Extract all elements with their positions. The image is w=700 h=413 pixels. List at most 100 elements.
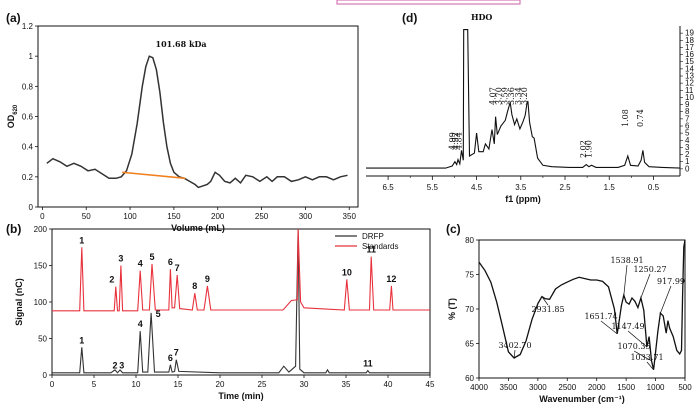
panel-b-xtick-label: 0 [50, 380, 55, 389]
panel-d-peak-label: 3.34 [514, 87, 523, 105]
panel-c-annotation-arrow [660, 285, 672, 314]
panel-b-drfp-peak-label: 4 [138, 319, 143, 329]
panel-b-ytick-label: 150 [34, 262, 48, 271]
panel-a-label: (a) [6, 11, 21, 25]
panel-a-xtick-label: 0 [40, 212, 45, 221]
panel-b-std-peak-label: 12 [386, 274, 396, 284]
panel-a-ytick-label: 0.6 [22, 113, 34, 122]
panel-b-legend-label: DRFP [362, 232, 384, 241]
panel-b-series-drfp [52, 228, 430, 374]
panel-b-std-peak-label: 3 [118, 254, 123, 264]
panel-d-peak-label: 4.84 [455, 132, 464, 150]
panel-b-xtick-label: 10 [132, 380, 141, 389]
panel-c-annotation-arrow [623, 264, 628, 296]
panel-c-xtick-label: 3000 [529, 383, 547, 392]
panel-d-ytick-label: 9 [685, 100, 690, 109]
panel-c-ytick-label: 70 [465, 305, 474, 314]
panel-b-drfp-peak-label: 5 [156, 309, 161, 319]
panel-d-peak-label: 4.92 [451, 132, 460, 150]
panel-d-ytick-label: 12 [685, 79, 694, 88]
panel-c-xtick-label: 2000 [588, 383, 606, 392]
panel-c-xtick-label: 1500 [617, 383, 635, 392]
panel-a-ytick-label: 0.8 [22, 82, 34, 91]
panel-d-ytick-label: 18 [685, 36, 694, 45]
panel-c-peak-annotation: 1651.74 [584, 312, 617, 321]
panel-d-ytick-label: 7 [685, 114, 690, 123]
panel-a-ytick-label: 0 [29, 203, 34, 212]
panel-a-ytick-label: 0.2 [22, 173, 34, 182]
panel-b-label: (b) [6, 222, 21, 236]
panel-c-peak-annotation: 1033.71 [630, 353, 663, 362]
panel-d-xtick-label: 5.5 [427, 183, 439, 192]
panel-b-xtick-label: 30 [300, 380, 309, 389]
panel-a-xtick-label: 300 [299, 212, 313, 221]
panel-c-series-line [478, 239, 686, 370]
panel-c-label: (c) [446, 222, 461, 236]
panel-d-ytick-label: 17 [685, 43, 694, 52]
panel-c-peak-annotation: 917.99 [657, 277, 685, 286]
panel-c-xtick-label: 500 [678, 383, 692, 392]
panel-c-annotation-arrow [646, 361, 654, 370]
panel-c-peak-annotation: 3402.70 [498, 341, 531, 350]
panel-a-series-line [46, 55, 348, 189]
panel-d-xtick-label: 4.5 [471, 183, 483, 192]
panel-d-xtick-label: 0.5 [648, 183, 660, 192]
panel-b-std-peak-label: 11 [366, 245, 376, 255]
panel-d-ytick-label: 5 [685, 129, 690, 138]
panel-d-series-line [366, 29, 681, 169]
panel-d-ytick-label: 11 [685, 86, 694, 95]
panel-b-xtick-label: 45 [426, 380, 435, 389]
panel-d-ytick-label: 3 [685, 143, 690, 152]
panel-d-peak-label: 4.07 [489, 87, 498, 105]
panel-a-annotation: 101.68 kDa [156, 39, 207, 49]
panel-b-ytick-label: 100 [34, 298, 48, 307]
panel-a-ylabel-sub: 620 [13, 104, 19, 115]
panel-a-xtick-label: 250 [255, 212, 269, 221]
panel-d-peak-label: 3.36 [507, 87, 516, 105]
panel-a-xtick-label: 200 [211, 212, 225, 221]
panel-c-annotation-arrow [627, 330, 648, 348]
panel-d-peak-label: 3.59 [501, 87, 510, 105]
panel-d-ytick-label: 16 [685, 50, 694, 59]
panel-d-ytick-label: 15 [685, 57, 694, 66]
panel-c-xtick-label: 3500 [500, 383, 518, 392]
panel-b-std-peak-label: 9 [205, 274, 210, 284]
panel-b-std-peak-label: 4 [138, 259, 143, 269]
panel-b-ytick-label: 200 [34, 225, 48, 234]
panel-b-std-peak-label: 8 [192, 281, 197, 291]
panel-d-ytick-label: 10 [685, 93, 694, 102]
panel-d-ytick-label: 14 [685, 64, 694, 73]
panel-a-ytick-label: 0.4 [22, 143, 34, 152]
panel-b-xtick-label: 35 [342, 380, 351, 389]
panel-d-ytick-label: 2 [685, 150, 690, 159]
panel-d-peak-label: 4.99 [448, 132, 457, 150]
panel-d-peak-label: 1.08 [621, 109, 630, 127]
panel-a-xlabel: Volume (mL) [171, 223, 225, 233]
panel-a-xtick-label: 150 [167, 212, 181, 221]
panel-c-peak-annotation: 2931.85 [531, 305, 564, 314]
panel-a-xtick-label: 350 [343, 212, 357, 221]
panel-d-ytick-label: 19 [685, 29, 694, 38]
panel-c-xtick-label: 4000 [470, 383, 488, 392]
panel-c-annotation-arrow [640, 273, 651, 299]
panel-c-annotation-arrow [541, 296, 549, 306]
panel-d-peak-label: 1.90 [585, 140, 594, 158]
panel-b-xlabel: Time (min) [218, 391, 263, 401]
panel-a-chart: (a) 0 50 100 150 200 250 300 350 0 0.2 0.4 0.6 0.8 1 1… [6, 11, 359, 233]
panel-d-label: (d) [402, 11, 417, 25]
panel-b-drfp-peak-label: 11 [363, 359, 373, 369]
panel-a-ytick-label: 1.2 [22, 22, 34, 31]
panel-b-xtick-label: 15 [174, 380, 183, 389]
panel-d-xlabel: f1 (ppm) [505, 194, 541, 204]
panel-d-ytick-label: 6 [685, 122, 690, 131]
panel-b-drfp-peak-label: 1 [79, 335, 84, 345]
panel-b-series-standards [52, 228, 430, 312]
panel-c-xlabel: Wavenumber (cm⁻¹) [539, 394, 624, 404]
panel-d-hdo-label: HDO [471, 12, 492, 22]
panel-c-xtick-label: 2500 [558, 383, 576, 392]
panel-b-xtick-label: 20 [216, 380, 225, 389]
panel-d-peak-label: 2.02 [579, 140, 588, 158]
panel-b-std-peak-label: 2 [109, 275, 114, 285]
panel-c-annotation-arrow [633, 350, 652, 362]
